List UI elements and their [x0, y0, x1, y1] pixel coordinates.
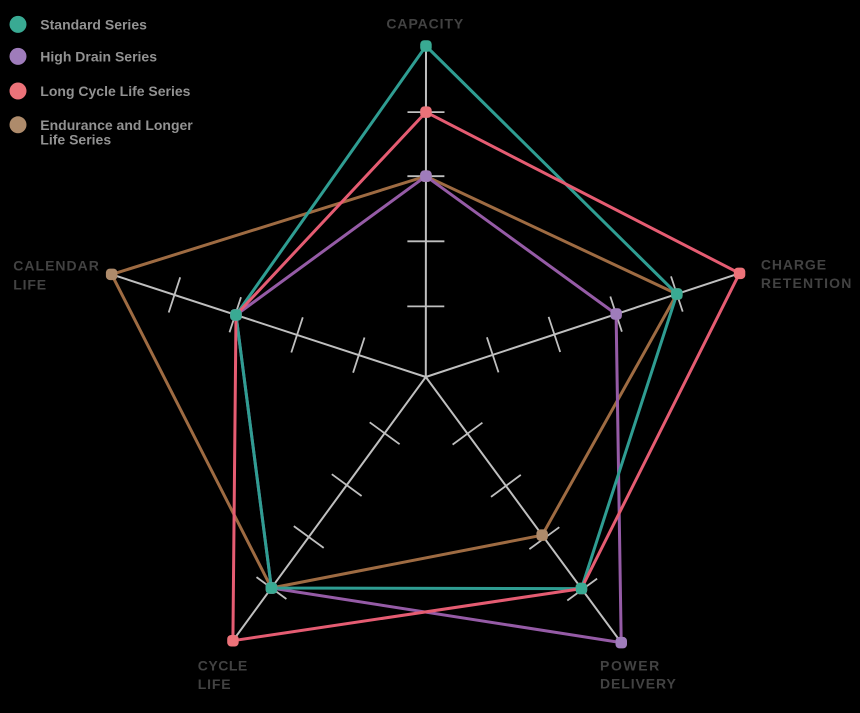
svg-text:POWER: POWER [600, 658, 661, 674]
svg-text:CYCLE: CYCLE [198, 658, 248, 674]
svg-text:High Drain Series: High Drain Series [40, 49, 157, 65]
svg-text:Long Cycle Life Series: Long Cycle Life Series [40, 83, 190, 99]
svg-text:RETENTION: RETENTION [761, 275, 853, 291]
svg-text:LIFE: LIFE [13, 277, 47, 293]
svg-text:CHARGE: CHARGE [761, 256, 827, 272]
svg-text:Life Series: Life Series [40, 132, 111, 148]
svg-text:Endurance and Longer: Endurance and Longer [40, 117, 193, 133]
svg-text:Standard Series: Standard Series [40, 17, 147, 33]
svg-text:CAPACITY: CAPACITY [386, 16, 464, 32]
svg-text:CALENDAR: CALENDAR [13, 258, 100, 274]
svg-text:LIFE: LIFE [198, 676, 232, 692]
svg-text:DELIVERY: DELIVERY [600, 676, 677, 692]
